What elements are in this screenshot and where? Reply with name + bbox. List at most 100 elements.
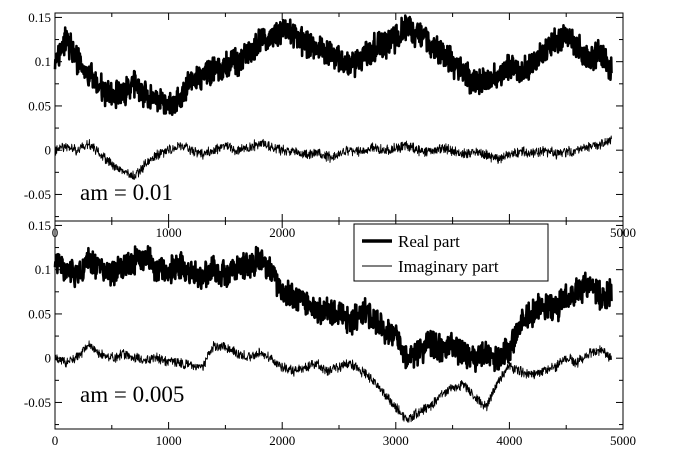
data-point (282, 150, 283, 151)
data-point (179, 362, 180, 363)
data-point (77, 356, 78, 357)
data-point (100, 353, 101, 354)
data-point (236, 150, 237, 151)
data-point (373, 147, 374, 148)
data-point (600, 296, 601, 297)
y-tick-label: 0.05 (28, 98, 51, 113)
data-point (566, 296, 567, 297)
y-tick-label: 0.1 (35, 54, 51, 69)
data-point (304, 366, 305, 367)
data-point (543, 150, 544, 151)
data-point (532, 61, 533, 62)
data-point (509, 366, 510, 367)
data-point (145, 256, 146, 257)
data-point (554, 366, 555, 367)
data-point (191, 365, 192, 366)
data-point (248, 265, 249, 266)
data-point (509, 154, 510, 155)
data-point (225, 274, 226, 275)
series-line-real-part (53, 14, 613, 116)
data-point (259, 39, 260, 40)
data-point (111, 97, 112, 98)
data-point (577, 150, 578, 151)
data-point (338, 154, 339, 155)
data-point (588, 146, 589, 147)
panel-bottom-series (53, 245, 613, 423)
data-point (497, 74, 498, 75)
data-point (77, 150, 78, 151)
data-point (327, 309, 328, 310)
data-point (395, 336, 396, 337)
panel-bottom-axes: 0 1000 2000 3000 4000 5000 -0.05 0 0.05 0.1 0.15 (24, 218, 636, 448)
data-point (327, 157, 328, 158)
data-point (554, 39, 555, 40)
data-point (407, 145, 408, 146)
y-tick-label: 0.15 (28, 10, 51, 25)
data-point (316, 362, 317, 363)
data-point (191, 274, 192, 275)
data-point (361, 57, 362, 58)
y-tick-label: 0.05 (28, 306, 51, 321)
data-point (248, 148, 249, 149)
data-point (600, 143, 601, 144)
data-point (100, 154, 101, 155)
y-tick-label: -0.05 (24, 187, 51, 202)
data-point (89, 344, 90, 345)
data-point (497, 358, 498, 359)
data-point (384, 393, 385, 394)
data-point (588, 57, 589, 58)
x-tick-label: 1000 (156, 225, 182, 240)
data-point (566, 35, 567, 36)
data-point (100, 269, 101, 270)
data-point (66, 39, 67, 40)
data-point (111, 358, 112, 359)
x-tick-label: 5000 (610, 433, 636, 448)
data-point (111, 274, 112, 275)
data-point (213, 269, 214, 270)
y-tick-label: -0.05 (24, 395, 51, 410)
data-point (202, 74, 203, 75)
data-point (66, 362, 67, 363)
data-point (157, 154, 158, 155)
data-point (134, 83, 135, 84)
data-point (350, 66, 351, 67)
data-point (236, 61, 237, 62)
data-point (168, 362, 169, 363)
data-point (316, 48, 317, 49)
data-point (270, 35, 271, 36)
data-point (520, 322, 521, 323)
data-point (452, 344, 453, 345)
data-point (395, 39, 396, 40)
data-point (66, 269, 67, 270)
data-point (452, 150, 453, 151)
data-point (111, 163, 112, 164)
data-point (293, 371, 294, 372)
data-point (475, 83, 476, 84)
data-point (191, 83, 192, 84)
data-point (611, 358, 612, 359)
data-point (475, 358, 476, 359)
data-point (134, 260, 135, 261)
data-point (441, 52, 442, 53)
data-point (509, 66, 510, 67)
x-tick-label: 0 (52, 433, 59, 448)
data-point (89, 143, 90, 144)
data-point (270, 269, 271, 270)
data-point (270, 358, 271, 359)
data-point (588, 353, 589, 354)
data-point (100, 88, 101, 89)
series-line-real-part (53, 245, 613, 374)
data-point (441, 148, 442, 149)
legend: Real part Imaginary part (353, 223, 549, 282)
data-point (213, 70, 214, 71)
x-tick-label: 2000 (269, 433, 295, 448)
y-tick-label: 0.15 (28, 218, 51, 233)
data-point (282, 291, 283, 292)
data-point (304, 43, 305, 44)
data-point (157, 358, 158, 359)
data-point (248, 52, 249, 53)
data-point (543, 305, 544, 306)
y-tick-label: 0.1 (35, 262, 51, 277)
data-point (429, 152, 430, 153)
